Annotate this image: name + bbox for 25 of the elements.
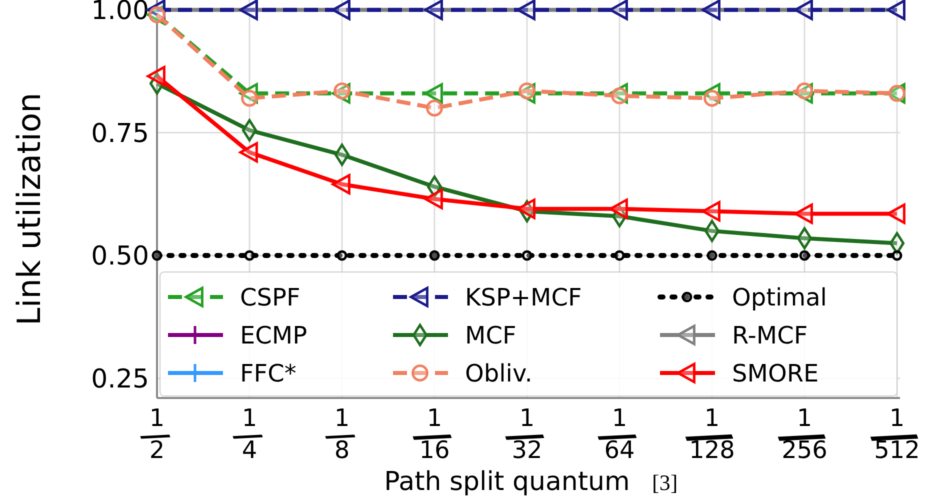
y-tick-label: 1.00 [91, 0, 149, 26]
legend-label: MCF [465, 321, 516, 350]
legend-label: Optimal [732, 283, 827, 312]
text: [3] [652, 470, 678, 495]
x-tick-label: 1/8 [320, 404, 362, 464]
x-tick-label: 1/64 [591, 404, 644, 464]
y-axis-title: Link utilization [10, 92, 48, 326]
legend-label: R-MCF [732, 321, 808, 350]
legend-label: KSP+MCF [465, 283, 582, 312]
legend-label: FFC* [240, 359, 296, 388]
x-tick-label: 1/4 [227, 404, 269, 464]
x-tick-label: 1/16 [406, 404, 460, 464]
x-tick-label: 1/512 [862, 404, 928, 464]
y-tick-label: 0.75 [91, 118, 149, 149]
x-tick-label: 1/2 [134, 404, 176, 464]
legend-label: Obliv. [465, 359, 532, 388]
legend-label: SMORE [732, 359, 819, 388]
x-tick-label: 1/128 [678, 404, 744, 464]
legend-label: ECMP [240, 321, 308, 350]
x-tick-label: 1/32 [498, 404, 552, 464]
legend-label: CSPF [240, 283, 300, 312]
y-tick-label: 0.25 [91, 364, 149, 394]
y-tick-label: 0.50 [91, 242, 149, 272]
x-axis-title: Path split quantum [384, 467, 630, 497]
x-tick-label: 1/256 [770, 404, 836, 464]
